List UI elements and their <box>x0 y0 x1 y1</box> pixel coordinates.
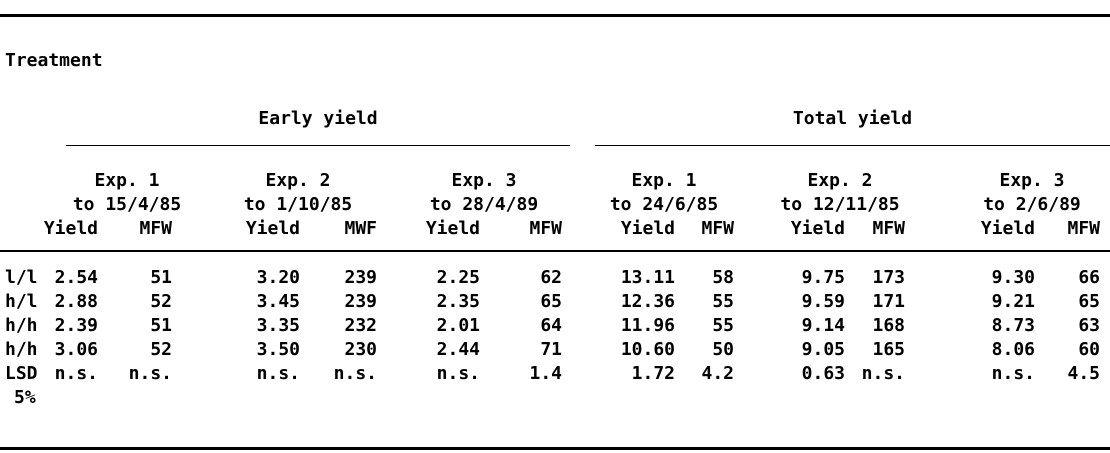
yield-cell: n.s. <box>256 363 300 384</box>
yield-cell: 12.36 <box>620 291 675 312</box>
early-yield-rule <box>66 145 570 146</box>
yield-cell: 2.35 <box>436 291 480 312</box>
experiment-period: to 28/4/89 <box>429 194 539 215</box>
yield-cell: 2.88 <box>54 291 98 312</box>
yield-cell: 9.14 <box>801 315 845 336</box>
yield-cell: 10.60 <box>620 339 675 360</box>
yield-column-header: Yield <box>425 218 480 239</box>
weight-cell: 239 <box>344 267 377 288</box>
weight-cell: n.s. <box>333 363 377 384</box>
group-header-total: Total yield <box>792 108 913 129</box>
weight-cell: 1.4 <box>529 363 562 384</box>
yield-cell: 3.06 <box>54 339 98 360</box>
weight-cell: 65 <box>540 291 562 312</box>
weight-column-header: MFW <box>1067 218 1100 239</box>
weight-cell: n.s. <box>861 363 905 384</box>
weight-cell: 230 <box>344 339 377 360</box>
yield-cell: 3.50 <box>256 339 300 360</box>
top-rule <box>0 14 1110 17</box>
weight-cell: 50 <box>712 339 734 360</box>
weight-cell: 66 <box>1078 267 1100 288</box>
experiment-label: Exp. 2 <box>265 170 331 191</box>
yield-cell: 9.30 <box>991 267 1035 288</box>
bottom-rule <box>0 447 1110 450</box>
experiment-period: to 12/11/85 <box>780 194 900 215</box>
weight-cell: 171 <box>872 291 905 312</box>
weight-column-header: MFW <box>139 218 172 239</box>
yield-column-header: Yield <box>43 218 98 239</box>
row-treatment-line2: 5% <box>14 387 36 408</box>
experiment-label: Exp. 1 <box>631 170 697 191</box>
yield-cell: 2.44 <box>436 339 480 360</box>
weight-cell: 165 <box>872 339 905 360</box>
weight-cell: 52 <box>150 291 172 312</box>
weight-cell: 64 <box>540 315 562 336</box>
weight-cell: 168 <box>872 315 905 336</box>
yield-cell: 3.45 <box>256 291 300 312</box>
yield-cell: 3.20 <box>256 267 300 288</box>
row-treatment: LSD <box>5 363 38 384</box>
weight-cell: 55 <box>712 291 734 312</box>
weight-cell: 65 <box>1078 291 1100 312</box>
weight-column-header: MFW <box>872 218 905 239</box>
weight-cell: 55 <box>712 315 734 336</box>
weight-column-header: MWF <box>344 218 377 239</box>
yield-cell: 2.01 <box>436 315 480 336</box>
experiment-period: to 2/6/89 <box>983 194 1081 215</box>
row-treatment: l/l <box>5 267 38 288</box>
weight-cell: 71 <box>540 339 562 360</box>
header-rule <box>0 250 1110 252</box>
weight-column-header: MFW <box>529 218 562 239</box>
yield-cell: 0.63 <box>801 363 845 384</box>
row-treatment: h/h <box>5 315 38 336</box>
yield-cell: 1.72 <box>631 363 675 384</box>
yield-cell: 2.39 <box>54 315 98 336</box>
experiment-period: to 15/4/85 <box>72 194 182 215</box>
yield-column-header: Yield <box>980 218 1035 239</box>
weight-cell: n.s. <box>128 363 172 384</box>
weight-cell: 62 <box>540 267 562 288</box>
weight-cell: 52 <box>150 339 172 360</box>
yield-cell: n.s. <box>54 363 98 384</box>
weight-cell: 4.2 <box>701 363 734 384</box>
yield-column-header: Yield <box>245 218 300 239</box>
weight-column-header: MFW <box>701 218 734 239</box>
yield-column-header: Yield <box>620 218 675 239</box>
yield-cell: 3.35 <box>256 315 300 336</box>
group-header-early: Early yield <box>258 108 378 129</box>
yield-column-header: Yield <box>790 218 845 239</box>
weight-cell: 63 <box>1078 315 1100 336</box>
experiment-period: to 24/6/85 <box>609 194 719 215</box>
yield-cell: 9.21 <box>991 291 1035 312</box>
stub-header: Treatment <box>5 50 103 71</box>
weight-cell: 173 <box>872 267 905 288</box>
experiment-label: Exp. 3 <box>999 170 1065 191</box>
yield-cell: 13.11 <box>620 267 675 288</box>
weight-cell: 51 <box>150 315 172 336</box>
total-yield-rule <box>595 145 1110 146</box>
yield-cell: n.s. <box>436 363 480 384</box>
yield-cell: 9.75 <box>801 267 845 288</box>
row-treatment: h/l <box>5 291 38 312</box>
weight-cell: 60 <box>1078 339 1100 360</box>
yield-cell: 8.73 <box>991 315 1035 336</box>
weight-cell: 58 <box>712 267 734 288</box>
experiment-label: Exp. 3 <box>451 170 517 191</box>
yield-cell: 9.59 <box>801 291 845 312</box>
experiment-label: Exp. 1 <box>94 170 160 191</box>
yield-cell: n.s. <box>991 363 1035 384</box>
yield-cell: 11.96 <box>620 315 675 336</box>
yield-cell: 8.06 <box>991 339 1035 360</box>
weight-cell: 51 <box>150 267 172 288</box>
weight-cell: 232 <box>344 315 377 336</box>
yield-cell: 9.05 <box>801 339 845 360</box>
experiment-label: Exp. 2 <box>807 170 873 191</box>
yield-cell: 2.25 <box>436 267 480 288</box>
weight-cell: 239 <box>344 291 377 312</box>
yield-cell: 2.54 <box>54 267 98 288</box>
row-treatment: h/h <box>5 339 38 360</box>
weight-cell: 4.5 <box>1067 363 1100 384</box>
experiment-period: to 1/10/85 <box>243 194 353 215</box>
